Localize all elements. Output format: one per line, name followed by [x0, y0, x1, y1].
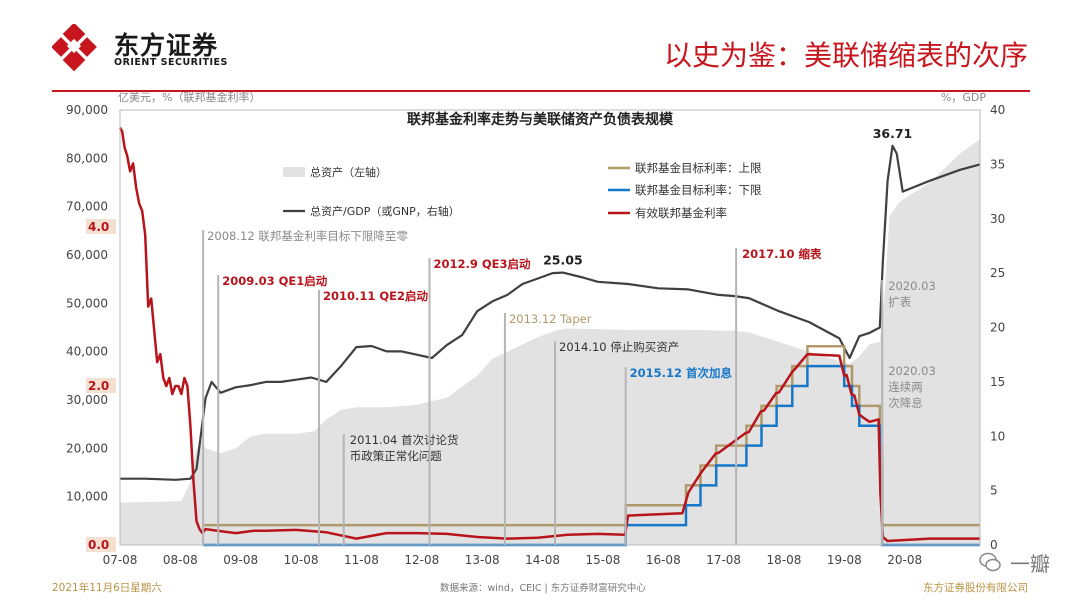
- slide-title: 以史为鉴：美联储缩表的次序: [663, 39, 1028, 72]
- footer-company: 东方证券股份有限公司: [923, 582, 1028, 594]
- x-tick-label: 10-08: [284, 553, 319, 567]
- title-divider: [52, 90, 1030, 92]
- y-left-tick-label: 90,000: [66, 103, 108, 117]
- y-right-tick-label: 35: [990, 157, 1005, 171]
- x-tick-label: 20-08: [887, 553, 922, 567]
- watermark: 一瓣: [979, 548, 1050, 577]
- series-effective-rate-line: [118, 126, 980, 543]
- x-tick-label: 12-08: [404, 553, 439, 567]
- legend-lower-label: 联邦基金目标利率：下限: [635, 183, 762, 197]
- annotation-label: 2012.9 QE3启动: [433, 257, 531, 271]
- y-left-tick-label: 70,000: [66, 200, 108, 214]
- series-target-lower-line: [203, 364, 980, 547]
- rate-tick-highlight: [86, 537, 116, 552]
- y-right-tick-label: 0: [990, 538, 998, 552]
- x-tick-label: 07-08: [103, 553, 138, 567]
- rate-tick-highlight: [86, 219, 116, 234]
- y-right-unit-label: %，GDP: [941, 91, 986, 104]
- watermark-text: 一瓣: [1010, 552, 1050, 576]
- rate-tick-highlight: [86, 378, 116, 393]
- rate-tick-label: 4.0: [88, 220, 109, 234]
- annotation-label: 2014.10 停止购买资产: [559, 340, 679, 354]
- annotation-label: 2015.12 首次加息: [630, 366, 733, 380]
- annotation-label: 扩表: [888, 295, 911, 309]
- plot-frame: [119, 109, 981, 546]
- series-assets-gdp-line: [120, 144, 981, 481]
- x-tick-label: 13-08: [465, 553, 500, 567]
- annotation-label: 次降息: [888, 396, 923, 410]
- y-left-tick-label: 60,000: [66, 248, 108, 262]
- y-right-tick-label: 20: [990, 321, 1005, 335]
- annotation-label: 2017.10 缩表: [742, 247, 822, 261]
- chart-title: 联邦基金利率走势与美联储资产负债表规模: [407, 111, 674, 128]
- y-left-unit-label: 亿美元，%（联邦基金利率）: [118, 90, 260, 104]
- x-tick-label: 09-08: [223, 553, 258, 567]
- y-left-tick-label: 20,000: [66, 441, 108, 455]
- y-right-tick-label: 5: [990, 484, 998, 498]
- x-tick-label: 11-08: [344, 553, 379, 567]
- annotation-label: 2010.11 QE2启动: [323, 289, 429, 303]
- annotation-label: 2011.04 首次讨论货: [350, 433, 459, 447]
- annotation-label: 2020.03: [888, 364, 936, 378]
- annotation-label: 2009.03 QE1启动: [222, 274, 328, 288]
- legend-upper-label: 联邦基金目标利率：上限: [635, 161, 762, 175]
- y-right-tick-label: 40: [990, 103, 1005, 117]
- y-right-tick-label: 25: [990, 266, 1005, 280]
- company-logo: 东方证券 ORIENT SECURITIES: [52, 24, 252, 74]
- peak-value-label: 25.05: [543, 253, 583, 268]
- footer-date: 2021年11月6日星期六: [52, 582, 162, 594]
- wechat-icon: [979, 552, 1001, 572]
- x-tick-label: 19-08: [827, 553, 862, 567]
- x-tick-label: 18-08: [767, 553, 802, 567]
- series-total-assets-area: [120, 139, 980, 545]
- y-right-tick-label: 10: [990, 429, 1005, 443]
- y-right-tick-label: 30: [990, 212, 1005, 226]
- legend-ratio-label: 总资产/GDP（或GNP，右轴）: [310, 204, 460, 218]
- footer-source: 数据来源：wind，CEIC | 东方证券财富研究中心: [440, 583, 646, 594]
- orient-logo-icon: [52, 24, 97, 72]
- legend-assets-label: 总资产（左轴）: [310, 165, 387, 179]
- annotation-label: 2020.03: [888, 279, 936, 293]
- x-tick-label: 16-08: [646, 553, 681, 567]
- rate-tick-label: 0.0: [88, 538, 109, 552]
- annotation-label: 2008.12 联邦基金利率目标下限降至零: [207, 229, 408, 243]
- annotation-label: 2013.12 Taper: [509, 312, 592, 326]
- rate-tick-label: 2.0: [88, 379, 109, 393]
- logo-chinese-text: 东方证券: [114, 31, 219, 60]
- y-left-tick-label: 50,000: [66, 296, 108, 310]
- y-left-tick-label: 30,000: [66, 393, 108, 407]
- legend-assets-swatch: [283, 167, 305, 177]
- annotation-label: 币政策正常化问题: [350, 449, 442, 463]
- logo-english-text: ORIENT SECURITIES: [114, 57, 228, 68]
- x-tick-label: 08-08: [163, 553, 198, 567]
- legend-effective-label: 有效联邦基金利率: [635, 206, 727, 220]
- peak-value-label: 36.71: [873, 126, 913, 141]
- x-tick-label: 15-08: [585, 553, 620, 567]
- annotation-label: 连续两: [888, 380, 923, 394]
- x-tick-label: 17-08: [706, 553, 741, 567]
- x-tick-label: 14-08: [525, 553, 560, 567]
- y-left-tick-label: 40,000: [66, 345, 108, 359]
- y-left-tick-label: 80,000: [66, 151, 108, 165]
- y-right-tick-label: 15: [990, 375, 1005, 389]
- y-left-tick-label: 10,000: [66, 490, 108, 504]
